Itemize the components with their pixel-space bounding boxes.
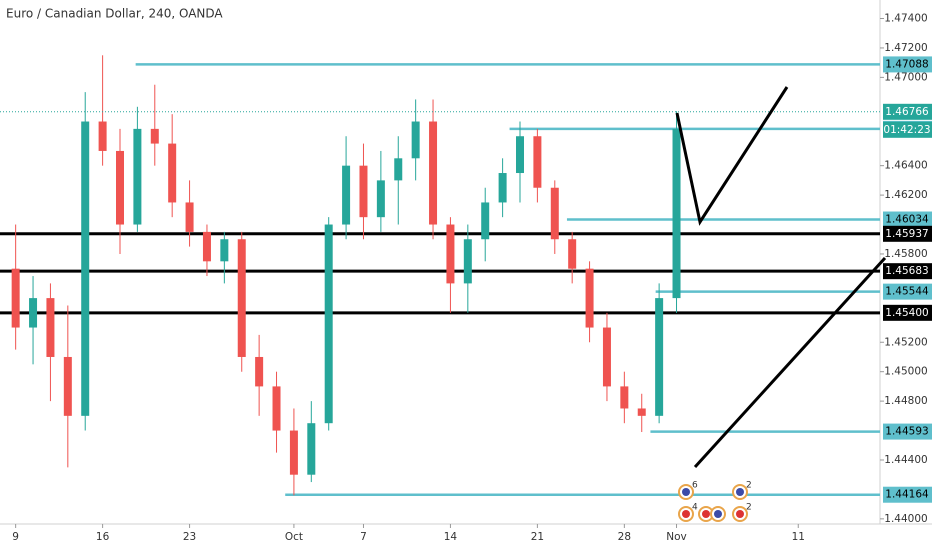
drawn-trendline bbox=[693, 256, 887, 469]
candle-body bbox=[133, 128, 142, 225]
x-tick-label: 11 bbox=[792, 531, 805, 543]
level-price-label: 1.47088 bbox=[885, 58, 928, 70]
countdown-label: 01:42:23 bbox=[883, 124, 930, 136]
candle-body bbox=[11, 268, 20, 328]
y-tick-label: 1.44800 bbox=[884, 395, 927, 407]
candle-body bbox=[116, 150, 124, 225]
y-tick-label: 1.45000 bbox=[884, 366, 927, 378]
event-flag bbox=[736, 488, 744, 496]
event-flag bbox=[682, 510, 690, 518]
last-price-box bbox=[883, 103, 932, 120]
candle-body bbox=[481, 202, 490, 240]
candle-body bbox=[324, 224, 333, 424]
candle-body bbox=[394, 158, 403, 181]
candle-body bbox=[602, 327, 611, 387]
price-axis: 1.47400 1.47200 1.47000 1.46400 1.46200 1.458… bbox=[880, 13, 932, 525]
candle-body bbox=[550, 187, 559, 240]
y-tick-label: 1.44400 bbox=[884, 454, 927, 466]
level-price-box bbox=[883, 486, 932, 503]
x-tick-label: 28 bbox=[618, 531, 631, 543]
y-tick-label: 1.47200 bbox=[884, 42, 927, 54]
y-tick-label: 1.46400 bbox=[884, 160, 927, 172]
level-price-label: 1.45400 bbox=[885, 307, 928, 319]
countdown-box bbox=[883, 121, 932, 138]
level-price-box bbox=[883, 56, 932, 73]
candle-body bbox=[185, 202, 194, 232]
y-tick-label: 1.45200 bbox=[884, 336, 927, 348]
x-tick-label: 16 bbox=[96, 531, 110, 543]
candle-body bbox=[655, 298, 664, 416]
event-flag bbox=[714, 510, 722, 518]
x-tick-label: 9 bbox=[12, 531, 19, 543]
chart-title: Euro / Canadian Dollar, 240, OANDA bbox=[6, 7, 223, 21]
level-price-label: 1.44593 bbox=[885, 426, 928, 438]
candle-body bbox=[620, 386, 629, 409]
level-price-box bbox=[883, 423, 932, 440]
candle-body bbox=[498, 173, 507, 203]
candle-body bbox=[255, 356, 264, 387]
candle-body bbox=[220, 239, 229, 262]
y-tick-label: 1.45800 bbox=[884, 248, 927, 260]
candle-body bbox=[168, 143, 177, 203]
candle-body bbox=[463, 239, 472, 284]
y-tick-label: 1.47400 bbox=[884, 13, 927, 25]
candle-body bbox=[429, 121, 438, 225]
event-count: 4 bbox=[692, 503, 698, 513]
candle-body bbox=[342, 165, 351, 225]
level-price-label: 1.45937 bbox=[885, 228, 928, 240]
x-tick-label: Nov bbox=[666, 531, 687, 543]
level-price-label: 1.44164 bbox=[885, 489, 929, 501]
candle-body bbox=[672, 128, 681, 299]
candle-body bbox=[533, 136, 542, 188]
candle-body bbox=[46, 298, 55, 357]
drawn-zigzag bbox=[675, 86, 789, 226]
candle-body bbox=[202, 231, 211, 262]
event-count: 6 bbox=[692, 481, 698, 491]
level-price-label: 1.45544 bbox=[885, 286, 929, 298]
candle-body bbox=[359, 165, 368, 218]
candle-body bbox=[272, 386, 281, 431]
x-tick-label: 21 bbox=[531, 531, 544, 543]
level-price-box bbox=[883, 211, 932, 228]
level-price-label: 1.45683 bbox=[885, 265, 928, 277]
level-price-box bbox=[883, 283, 932, 300]
candle-body bbox=[98, 121, 107, 151]
candle-body bbox=[411, 121, 420, 159]
y-tick-label: 1.46200 bbox=[884, 189, 927, 201]
candle-body bbox=[516, 136, 524, 174]
level-price-box bbox=[883, 304, 932, 321]
x-tick-label: 23 bbox=[183, 531, 196, 543]
candle-body bbox=[376, 180, 385, 218]
y-tick-label: 1.44000 bbox=[884, 513, 927, 525]
candle-body bbox=[289, 430, 298, 475]
plot bbox=[0, 55, 880, 496]
event-count: 2 bbox=[746, 503, 752, 513]
event-flag bbox=[682, 488, 690, 496]
event-flag bbox=[736, 510, 744, 518]
x-tick-label: 7 bbox=[360, 531, 367, 543]
x-tick-label: Oct bbox=[285, 531, 303, 543]
y-tick-label: 1.47000 bbox=[884, 71, 927, 83]
candle-body bbox=[637, 408, 646, 416]
level-price-box bbox=[883, 263, 932, 280]
candle-body bbox=[237, 239, 246, 357]
candle-body bbox=[150, 128, 159, 144]
last-price-label: 1.46766 bbox=[885, 106, 929, 118]
candle-body bbox=[585, 268, 594, 328]
event-count: 2 bbox=[746, 481, 752, 491]
level-price-box bbox=[883, 225, 932, 242]
x-tick-label: 14 bbox=[444, 531, 458, 543]
candle-body bbox=[29, 298, 38, 328]
candle-body bbox=[307, 423, 316, 475]
level-price-label: 1.46034 bbox=[885, 214, 929, 226]
candle-body bbox=[446, 224, 455, 284]
event-flag bbox=[702, 510, 710, 518]
candle-body bbox=[81, 121, 90, 416]
candle-body bbox=[63, 356, 72, 416]
candle-body bbox=[568, 239, 577, 269]
